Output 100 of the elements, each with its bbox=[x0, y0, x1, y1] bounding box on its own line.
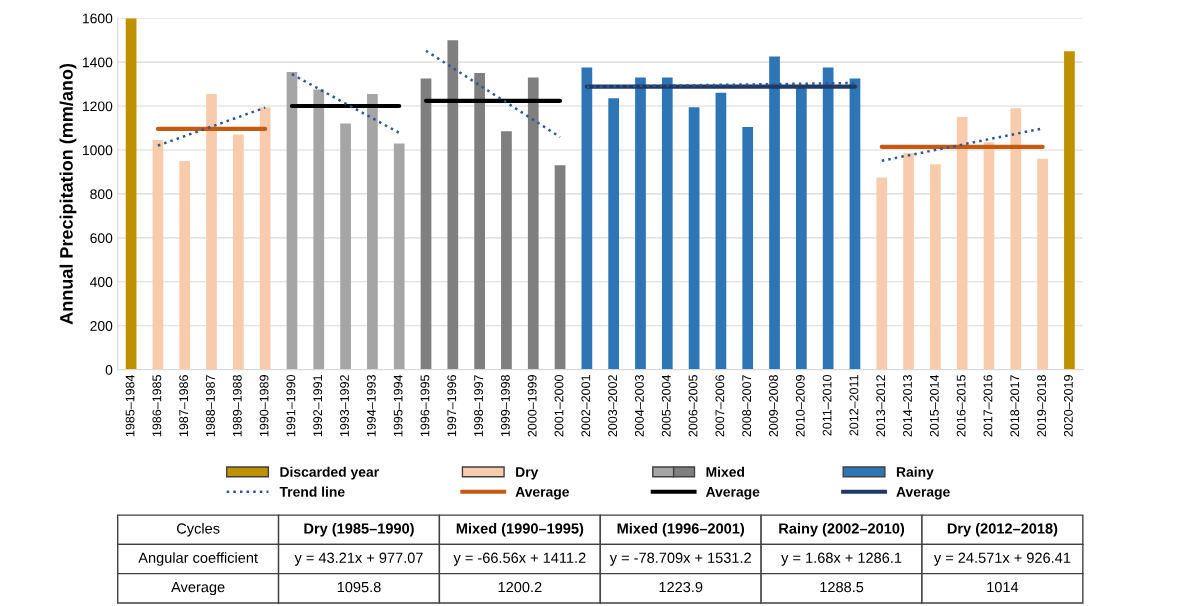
x-tick-label: 1990–1989 bbox=[259, 375, 269, 437]
x-tick-label: 1995–1994 bbox=[393, 374, 403, 437]
bar bbox=[393, 143, 405, 370]
text: 1288.5 bbox=[820, 581, 864, 593]
text: Mixed (1990–1995) bbox=[456, 522, 584, 537]
bar bbox=[474, 73, 485, 370]
x-tick-label: 1988–1987 bbox=[206, 375, 215, 437]
bar bbox=[688, 107, 700, 370]
x-tick-label: 2004–2003 bbox=[634, 375, 644, 437]
x-tick-label: 2007–2006 bbox=[715, 375, 725, 437]
legend-label: Mixed bbox=[706, 466, 745, 477]
x-tick-label: 2014–2013 bbox=[903, 375, 912, 437]
x-tick-label: 1996–1995 bbox=[420, 375, 430, 437]
x-tick-label: 2020–2019 bbox=[1063, 375, 1073, 437]
x-tick-label: 2008–2007 bbox=[742, 375, 752, 437]
bar bbox=[581, 67, 593, 370]
bar bbox=[1037, 158, 1048, 370]
bar bbox=[527, 77, 539, 370]
bar bbox=[286, 72, 298, 370]
x-tick-label: 1993–1992 bbox=[340, 375, 349, 437]
legend-label: Dry bbox=[516, 467, 539, 480]
bar bbox=[125, 18, 137, 370]
bar bbox=[447, 40, 459, 370]
legend-label: Average bbox=[705, 487, 760, 500]
bar bbox=[367, 93, 378, 370]
x-tick-label: 2010–2009 bbox=[795, 375, 805, 437]
legend-label: Average bbox=[896, 487, 950, 500]
x-tick-label: 1992–1991 bbox=[313, 375, 323, 437]
bar bbox=[635, 77, 646, 370]
bar bbox=[501, 131, 512, 370]
x-tick-label: 2006–2005 bbox=[688, 375, 698, 437]
legend-label: Trend line bbox=[279, 486, 345, 497]
bar bbox=[206, 93, 217, 370]
x-tick-label: 2017–2016 bbox=[983, 375, 993, 437]
bar bbox=[930, 164, 941, 370]
bar bbox=[903, 153, 914, 370]
y-tick-label: 1200 bbox=[83, 101, 113, 112]
text: Dry (2012–2018) bbox=[947, 522, 1058, 537]
x-tick-label: 2015–2014 bbox=[929, 374, 939, 437]
legend-label: Rainy bbox=[896, 466, 934, 480]
x-tick-label: 2016–2015 bbox=[956, 375, 966, 437]
x-tick-label: 1998–1997 bbox=[474, 375, 483, 437]
x-tick-label: 2011–2010 bbox=[822, 375, 832, 436]
text: Rainy (2002–2010) bbox=[779, 522, 905, 537]
bar bbox=[340, 123, 351, 370]
x-tick-label: 1997–1996 bbox=[447, 375, 457, 437]
text: y = -66.56x + 1411.2 bbox=[453, 552, 586, 566]
text: y = 43.21x + 977.07 bbox=[294, 552, 423, 566]
x-tick-label: 2005–2004 bbox=[661, 374, 671, 437]
bar bbox=[232, 134, 244, 370]
bar bbox=[420, 78, 432, 370]
text: Cycles bbox=[176, 522, 220, 537]
x-tick-label: 1987–1986 bbox=[179, 375, 189, 437]
y-axis-title: Annual Precipitation (mm/ano) bbox=[59, 63, 77, 325]
x-tick-label: 1999–1998 bbox=[500, 375, 510, 437]
bar bbox=[715, 92, 727, 370]
bar bbox=[152, 140, 164, 370]
x-tick-label: 2001–2000 bbox=[554, 375, 564, 437]
x-tick-label: 2012–2011 bbox=[849, 375, 859, 436]
bar bbox=[849, 78, 861, 370]
bar bbox=[769, 56, 780, 370]
bar bbox=[795, 86, 807, 370]
bar bbox=[1064, 51, 1075, 370]
bar bbox=[876, 177, 888, 370]
y-tick-label: 600 bbox=[90, 233, 113, 244]
text: Dry (1985–1990) bbox=[304, 522, 414, 537]
x-tick-label: 2019–2018 bbox=[1037, 375, 1046, 437]
bar bbox=[822, 67, 834, 370]
y-tick-label: 0 bbox=[105, 364, 113, 375]
text: y = 24.571x + 926.41 bbox=[933, 552, 1071, 566]
text: 1095.8 bbox=[337, 581, 381, 593]
y-tick-label: 1400 bbox=[83, 57, 113, 68]
y-tick-label: 1600 bbox=[83, 13, 113, 24]
bar bbox=[956, 117, 968, 370]
bar bbox=[313, 89, 325, 370]
bar bbox=[742, 126, 754, 370]
y-tick-label: 200 bbox=[90, 321, 113, 331]
x-tick-label: 2002–2001 bbox=[581, 375, 591, 437]
x-tick-label: 2018–2017 bbox=[1010, 375, 1020, 437]
x-tick-label: 2013–2012 bbox=[876, 375, 886, 437]
x-tick-label: 1989–1988 bbox=[232, 375, 242, 437]
x-tick-label: 1991–1990 bbox=[286, 375, 296, 437]
legend-label: Discarded year bbox=[280, 466, 379, 480]
text: 1014 bbox=[987, 581, 1019, 593]
y-tick-label: 800 bbox=[90, 189, 113, 200]
bar bbox=[259, 107, 271, 370]
text: y = 1.68x + 1286.1 bbox=[781, 552, 902, 566]
bar bbox=[661, 77, 673, 370]
legend-label: Average bbox=[515, 487, 570, 500]
x-tick-label: 2000–1999 bbox=[527, 375, 537, 437]
text: Average bbox=[171, 582, 225, 596]
y-tick-label: 400 bbox=[89, 277, 113, 287]
text: Angular coefficient bbox=[138, 552, 258, 566]
x-tick-label: 1986–1985 bbox=[152, 375, 162, 437]
y-tick-label: 1000 bbox=[83, 145, 113, 156]
text: 1200.2 bbox=[498, 581, 542, 593]
bar bbox=[1010, 108, 1022, 370]
bar bbox=[983, 142, 995, 370]
text: Mixed (1996–2001) bbox=[617, 522, 745, 537]
text: 1223.9 bbox=[659, 581, 703, 593]
